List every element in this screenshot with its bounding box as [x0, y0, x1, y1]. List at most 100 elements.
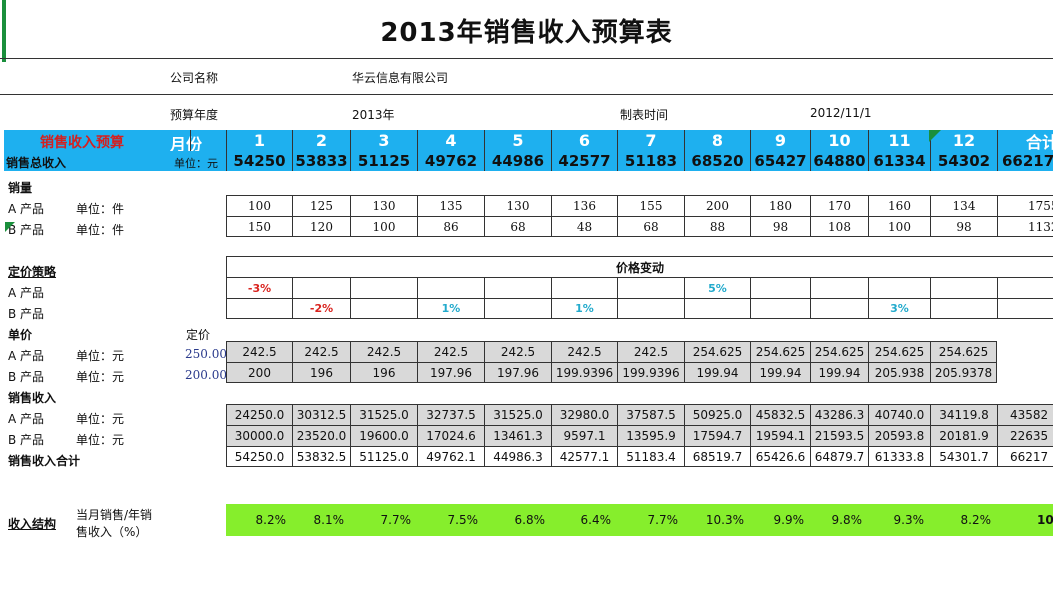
- total-revenue-cell[interactable]: 42577: [551, 151, 617, 171]
- volume-cell[interactable]: 150: [226, 216, 292, 237]
- volume-cell[interactable]: 134: [930, 195, 997, 216]
- unit-price-cell[interactable]: 197.96: [417, 362, 484, 383]
- revenue-cell[interactable]: 17024.6: [417, 425, 484, 446]
- price-change-cell[interactable]: [617, 277, 684, 298]
- price-change-cell[interactable]: [997, 298, 1053, 319]
- revenue-cell[interactable]: 20181.9: [930, 425, 997, 446]
- revenue-total-cell[interactable]: 53832.5: [292, 446, 350, 467]
- volume-cell[interactable]: 48: [551, 216, 617, 237]
- unit-price-cell[interactable]: 242.5: [551, 341, 617, 362]
- revenue-total-cell[interactable]: 65426.6: [750, 446, 810, 467]
- revenue-cell[interactable]: 22635: [997, 425, 1053, 446]
- company-value[interactable]: 华云信息有限公司: [352, 71, 449, 85]
- total-revenue-cell[interactable]: 65427: [750, 151, 810, 171]
- volume-cell[interactable]: 120: [292, 216, 350, 237]
- revenue-cell[interactable]: 23520.0: [292, 425, 350, 446]
- volume-cell[interactable]: 136: [551, 195, 617, 216]
- price-change-cell[interactable]: 3%: [868, 298, 930, 319]
- price-change-cell[interactable]: -2%: [292, 298, 350, 319]
- revenue-cell[interactable]: 40740.0: [868, 404, 930, 425]
- price-change-cell[interactable]: [617, 298, 684, 319]
- volume-cell[interactable]: 86: [417, 216, 484, 237]
- volume-cell[interactable]: 180: [750, 195, 810, 216]
- revenue-total-cell[interactable]: 54301.7: [930, 446, 997, 467]
- volume-cell[interactable]: 68: [484, 216, 551, 237]
- volume-cell[interactable]: 98: [930, 216, 997, 237]
- revenue-total-cell[interactable]: 61333.8: [868, 446, 930, 467]
- price-change-cell[interactable]: [930, 298, 997, 319]
- unit-price-cell[interactable]: 196: [292, 362, 350, 383]
- unit-price-cell[interactable]: 205.938: [868, 362, 930, 383]
- unit-price-cell[interactable]: 199.94: [684, 362, 750, 383]
- volume-cell[interactable]: 98: [750, 216, 810, 237]
- revenue-total-cell[interactable]: 51125.0: [350, 446, 417, 467]
- volume-cell[interactable]: 108: [810, 216, 868, 237]
- revenue-total-cell[interactable]: 64879.7: [810, 446, 868, 467]
- revenue-total-cell[interactable]: 51183.4: [617, 446, 684, 467]
- price-change-cell[interactable]: [484, 277, 551, 298]
- structure-cell[interactable]: 7.7%: [647, 513, 679, 527]
- unit-price-cell[interactable]: 205.9378: [930, 362, 997, 383]
- total-revenue-cell[interactable]: 61334: [868, 151, 930, 171]
- unit-price-cell[interactable]: 254.625: [930, 341, 997, 362]
- revenue-cell[interactable]: 34119.8: [930, 404, 997, 425]
- revenue-cell[interactable]: 13461.3: [484, 425, 551, 446]
- price-change-cell[interactable]: [226, 298, 292, 319]
- price-change-cell[interactable]: [868, 277, 930, 298]
- unit-price-cell[interactable]: 242.5: [350, 341, 417, 362]
- price-change-cell[interactable]: [930, 277, 997, 298]
- unit-price-cell[interactable]: 199.9396: [551, 362, 617, 383]
- unit-price-cell[interactable]: 196: [350, 362, 417, 383]
- date-value[interactable]: 2012/11/1: [810, 106, 872, 120]
- revenue-total-cell[interactable]: 42577.1: [551, 446, 617, 467]
- price-change-cell[interactable]: [417, 277, 484, 298]
- unit-price-cell[interactable]: 254.625: [684, 341, 750, 362]
- unit-price-cell[interactable]: 200: [226, 362, 292, 383]
- comment-indicator-icon[interactable]: [5, 222, 15, 232]
- revenue-cell[interactable]: 17594.7: [684, 425, 750, 446]
- structure-cell[interactable]: 10.3%: [705, 513, 744, 527]
- unit-price-cell[interactable]: 254.625: [868, 341, 930, 362]
- volume-cell[interactable]: 125: [292, 195, 350, 216]
- revenue-cell[interactable]: 30312.5: [292, 404, 350, 425]
- unit-price-cell[interactable]: 242.5: [617, 341, 684, 362]
- price-change-cell[interactable]: 5%: [684, 277, 750, 298]
- price-change-cell[interactable]: 1%: [551, 298, 617, 319]
- volume-cell[interactable]: 100: [226, 195, 292, 216]
- price-change-cell[interactable]: [750, 277, 810, 298]
- structure-cell[interactable]: 8.1%: [313, 513, 345, 527]
- structure-cell[interactable]: 9.9%: [773, 513, 805, 527]
- volume-cell[interactable]: 130: [350, 195, 417, 216]
- total-revenue-cell[interactable]: 53833: [292, 151, 350, 171]
- price-change-cell[interactable]: [810, 298, 868, 319]
- price-change-cell[interactable]: [750, 298, 810, 319]
- structure-cell[interactable]: 9.3%: [893, 513, 925, 527]
- price-b-base[interactable]: 200.00: [185, 368, 227, 382]
- revenue-cell[interactable]: 37587.5: [617, 404, 684, 425]
- structure-cell[interactable]: 6.8%: [514, 513, 546, 527]
- price-change-cell[interactable]: [292, 277, 350, 298]
- unit-price-cell[interactable]: 242.5: [226, 341, 292, 362]
- price-change-cell[interactable]: [350, 298, 417, 319]
- unit-price-cell[interactable]: 254.625: [810, 341, 868, 362]
- volume-cell[interactable]: 88: [684, 216, 750, 237]
- volume-cell[interactable]: 200: [684, 195, 750, 216]
- volume-cell[interactable]: 160: [868, 195, 930, 216]
- revenue-total-cell[interactable]: 54250.0: [226, 446, 292, 467]
- structure-cell[interactable]: 10: [1037, 513, 1053, 527]
- total-revenue-cell[interactable]: 54250: [226, 151, 292, 171]
- total-revenue-cell[interactable]: 51125: [350, 151, 417, 171]
- structure-cell[interactable]: 7.5%: [447, 513, 479, 527]
- structure-cell[interactable]: 8.2%: [255, 513, 287, 527]
- revenue-cell[interactable]: 21593.5: [810, 425, 868, 446]
- revenue-cell[interactable]: 50925.0: [684, 404, 750, 425]
- price-change-cell[interactable]: [997, 277, 1053, 298]
- total-revenue-cell[interactable]: 64880: [810, 151, 868, 171]
- volume-cell[interactable]: 155: [617, 195, 684, 216]
- price-change-cell[interactable]: -3%: [226, 277, 292, 298]
- unit-price-cell[interactable]: 197.96: [484, 362, 551, 383]
- revenue-total-cell[interactable]: 49762.1: [417, 446, 484, 467]
- revenue-cell[interactable]: 9597.1: [551, 425, 617, 446]
- total-revenue-cell[interactable]: 66217: [997, 151, 1053, 171]
- structure-cell[interactable]: 8.2%: [960, 513, 992, 527]
